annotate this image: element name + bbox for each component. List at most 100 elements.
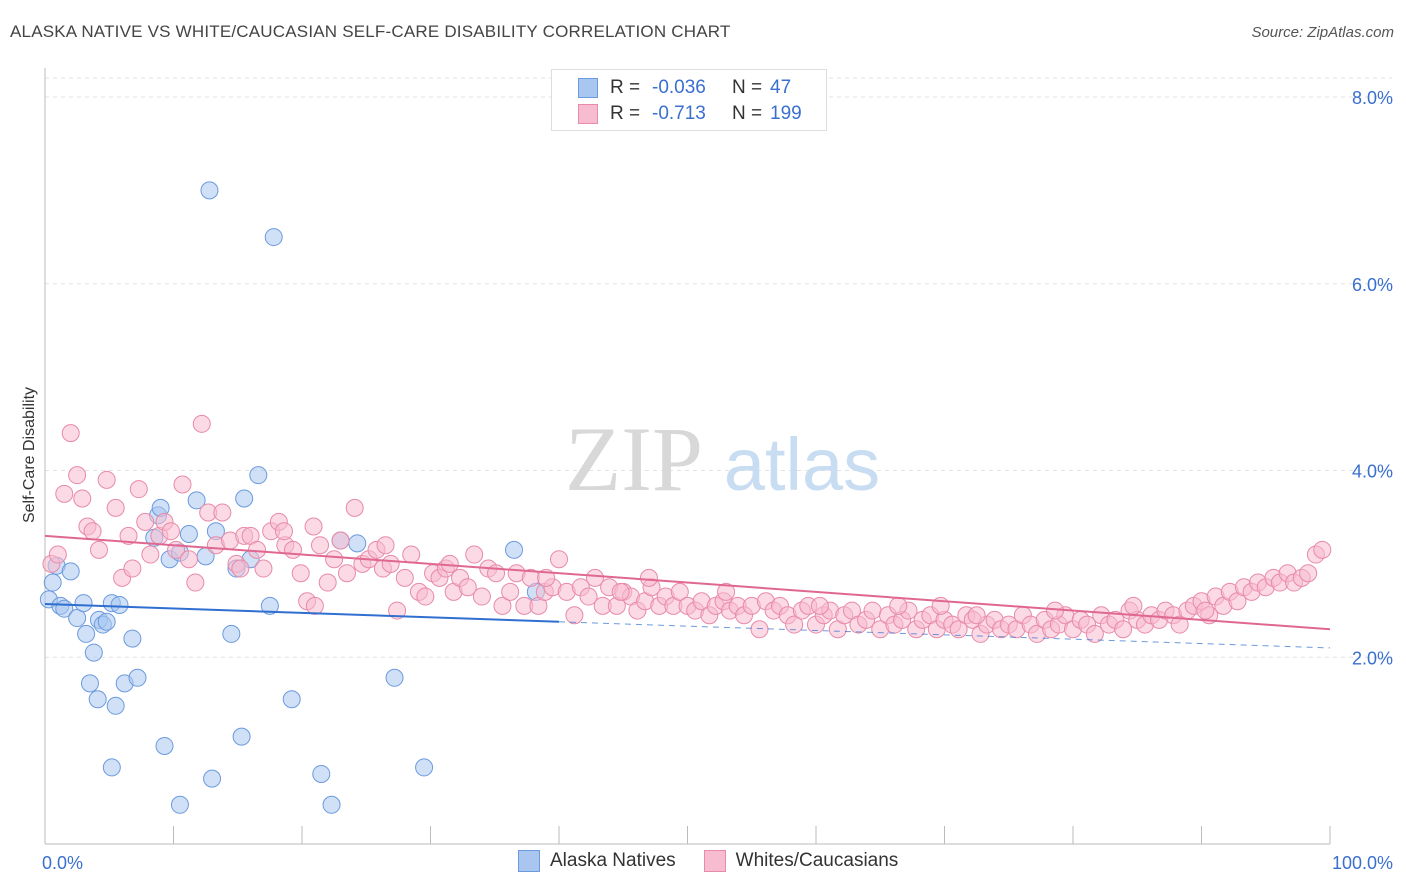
source-credit: Source: ZipAtlas.com [1251, 24, 1394, 41]
point-whites-caucasians [416, 587, 435, 606]
legend-item-whites-caucasians: Whites/Caucasians [703, 850, 899, 872]
point-whites-caucasians [863, 601, 882, 620]
point-whites-caucasians [1299, 564, 1318, 583]
point-whites-caucasians [161, 522, 180, 541]
legend-swatch-alaska-natives [518, 850, 540, 872]
y-tick-label: 2.0% [1352, 648, 1393, 668]
point-whites-caucasians [1085, 624, 1104, 643]
point-alaska-natives [232, 727, 251, 746]
legend-n-label: N = [732, 103, 763, 124]
x-tick-label: 100.0% [1332, 853, 1393, 873]
point-whites-caucasians [717, 582, 736, 601]
legend-swatch-whites-caucasians [703, 850, 726, 872]
point-alaska-natives [322, 795, 341, 814]
point-whites-caucasians [579, 587, 598, 606]
legend-r-value: -0.036 [652, 77, 706, 98]
point-whites-caucasians [402, 545, 421, 564]
point-whites-caucasians [141, 545, 160, 564]
point-alaska-natives [97, 612, 116, 631]
point-whites-caucasians [1124, 596, 1143, 615]
point-whites-caucasians [275, 522, 294, 541]
legend-r-label: R = [610, 103, 641, 124]
point-whites-caucasians [1170, 615, 1189, 634]
point-whites-caucasians [381, 554, 400, 573]
point-whites-caucasians [493, 596, 512, 615]
point-whites-caucasians [785, 615, 804, 634]
legend-label-alaska-natives: Alaska Natives [550, 850, 676, 871]
point-whites-caucasians [186, 573, 205, 592]
point-whites-caucasians [89, 540, 108, 559]
point-whites-caucasians [73, 489, 92, 508]
point-alaska-natives [385, 668, 404, 687]
legend-item-alaska-natives: Alaska Natives [518, 850, 676, 872]
point-whites-caucasians [1114, 620, 1133, 639]
point-whites-caucasians [670, 582, 689, 601]
legend-r-value: -0.713 [652, 103, 706, 124]
y-tick-label: 4.0% [1352, 462, 1393, 482]
point-alaska-natives [170, 795, 189, 814]
legend-n-value: 47 [770, 77, 792, 98]
point-whites-caucasians [967, 606, 986, 625]
point-alaska-natives [84, 643, 103, 662]
point-whites-caucasians [119, 526, 138, 545]
point-alaska-natives [249, 466, 268, 485]
point-alaska-natives [43, 573, 62, 592]
point-whites-caucasians [537, 568, 556, 587]
point-whites-caucasians [1313, 540, 1332, 559]
watermark: ZIP atlas [565, 408, 880, 510]
point-whites-caucasians [639, 568, 658, 587]
y-tick-label: 8.0% [1352, 88, 1393, 108]
point-whites-caucasians [55, 484, 74, 503]
point-whites-caucasians [388, 601, 407, 620]
trend-line-alaska-natives [44, 603, 560, 623]
point-whites-caucasians [106, 498, 125, 517]
point-whites-caucasians [465, 545, 484, 564]
point-whites-caucasians [337, 564, 356, 583]
point-whites-caucasians [810, 596, 829, 615]
point-whites-caucasians [310, 536, 329, 555]
watermark-zip: ZIP [565, 408, 703, 510]
point-alaska-natives [505, 540, 524, 559]
trend-lines [44, 534, 1331, 649]
point-whites-caucasians [68, 466, 87, 485]
trend-line-whites-caucasians [44, 534, 1331, 631]
point-alaska-natives [312, 764, 331, 783]
legend-n-label: N = [732, 77, 763, 98]
point-alaska-natives [77, 624, 96, 643]
point-whites-caucasians [889, 596, 908, 615]
point-alaska-natives [348, 534, 367, 553]
legend-swatch-alaska-natives [578, 78, 598, 98]
y-tick-label: 6.0% [1352, 275, 1393, 295]
point-alaska-natives [110, 595, 129, 614]
point-whites-caucasians [305, 596, 324, 615]
point-whites-caucasians [304, 517, 323, 536]
point-whites-caucasians [291, 564, 310, 583]
point-whites-caucasians [376, 536, 395, 555]
point-alaska-natives [128, 668, 147, 687]
series-legend: Alaska Natives Whites/Caucasians [518, 850, 898, 872]
point-whites-caucasians [83, 522, 102, 541]
point-whites-caucasians [48, 545, 67, 564]
point-alaska-natives [155, 736, 174, 755]
point-alaska-natives [260, 596, 279, 615]
point-alaska-natives [187, 491, 206, 510]
legend-swatch-whites-caucasians [578, 104, 598, 124]
point-alaska-natives [61, 562, 80, 581]
point-whites-caucasians [550, 550, 568, 569]
point-whites-caucasians [345, 498, 364, 517]
point-whites-caucasians [585, 568, 604, 587]
point-alaska-natives [203, 769, 222, 788]
legend-label-whites-caucasians: Whites/Caucasians [735, 850, 899, 871]
point-whites-caucasians [611, 582, 630, 601]
point-alaska-natives [74, 594, 93, 613]
chart-title: ALASKA NATIVE VS WHITE/CAUCASIAN SELF-CA… [10, 22, 731, 41]
point-whites-caucasians [129, 480, 148, 499]
tick-labels: 2.0% 4.0% 6.0% 8.0% 0.0% 100.0% [42, 88, 1393, 873]
point-whites-caucasians [192, 414, 211, 433]
point-alaska-natives [123, 629, 142, 648]
point-whites-caucasians [61, 424, 80, 443]
point-alaska-natives [282, 690, 301, 709]
point-alaska-natives [264, 228, 283, 247]
watermark-atlas: atlas [724, 423, 880, 506]
